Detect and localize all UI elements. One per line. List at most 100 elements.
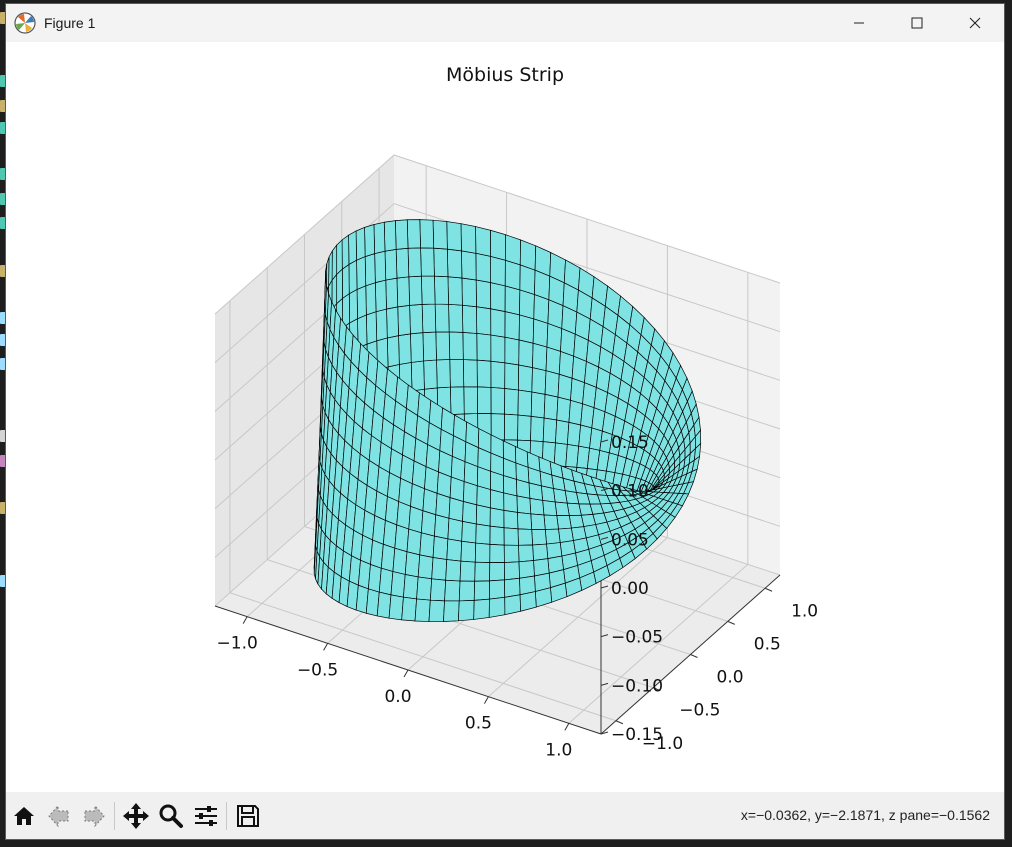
minimize-button[interactable] xyxy=(830,4,888,42)
surface-face xyxy=(417,554,434,580)
surface-face xyxy=(420,275,436,305)
surface-face xyxy=(504,336,520,366)
surface-face xyxy=(403,574,419,600)
surface-face xyxy=(374,279,387,313)
surface-face xyxy=(448,303,464,333)
surface-face xyxy=(517,389,533,417)
pan-button[interactable] xyxy=(119,799,153,833)
surface-face xyxy=(504,388,519,416)
z-tick-mark xyxy=(600,634,609,638)
maximize-button[interactable] xyxy=(888,4,946,42)
surface-face xyxy=(489,544,505,563)
surface-face xyxy=(489,562,505,582)
surface-face xyxy=(531,367,547,395)
surface-face xyxy=(474,561,491,582)
surface-face xyxy=(366,311,378,345)
x-tick-mark xyxy=(323,643,329,651)
navigation-toolbar: x=−0.0362, y=−2.1871, z pane=−0.1562 xyxy=(6,792,1004,839)
z-tick-mark xyxy=(600,488,609,492)
surface-face xyxy=(530,391,546,419)
surface-face xyxy=(375,308,388,342)
title-bar[interactable]: Figure 1 xyxy=(6,4,1004,42)
surface-face xyxy=(397,304,411,337)
surface-face xyxy=(449,359,465,388)
matplotlib-logo-icon xyxy=(14,12,36,34)
surface-face xyxy=(429,578,447,602)
surface-face xyxy=(435,331,451,361)
back-button[interactable] xyxy=(42,799,76,833)
zoom-button[interactable] xyxy=(154,799,188,833)
surface-face xyxy=(490,387,506,415)
surface-face xyxy=(421,303,437,334)
background-editor-strip xyxy=(0,0,6,847)
surface-face xyxy=(378,567,394,596)
surface-face xyxy=(408,505,424,534)
z-gridline xyxy=(214,154,781,315)
surface-face xyxy=(504,577,521,598)
x-tick-mark xyxy=(483,696,489,704)
surface-face xyxy=(435,492,451,519)
surface-face xyxy=(410,332,424,363)
surface-face xyxy=(365,282,377,316)
surface-face xyxy=(488,596,506,618)
surface-face xyxy=(386,306,399,339)
surface-face xyxy=(444,579,461,602)
z-tick-label: 0.05 xyxy=(611,530,649,550)
z-tick-mark xyxy=(600,536,609,540)
surface-face xyxy=(392,547,408,575)
surface-face xyxy=(348,259,358,295)
surface-face xyxy=(384,248,398,281)
surface-face xyxy=(503,544,520,563)
x-tick-mark xyxy=(564,723,570,731)
surface-face xyxy=(476,306,492,336)
surface-face xyxy=(383,220,397,252)
z-tick-label: −0.05 xyxy=(611,628,663,648)
z-tick-mark xyxy=(600,731,609,735)
surface-face xyxy=(504,285,521,316)
z-tick-label: −0.15 xyxy=(611,725,663,745)
surface-face xyxy=(477,386,492,415)
surface-face xyxy=(394,219,409,250)
surface-face xyxy=(517,414,532,442)
surface-face xyxy=(546,322,563,352)
surface-face xyxy=(396,501,411,530)
surface-face xyxy=(374,250,387,284)
surface-face xyxy=(540,485,556,503)
surface-face xyxy=(364,253,376,287)
surface-face xyxy=(518,560,535,579)
x-tick-mark xyxy=(242,616,248,624)
surface-face xyxy=(543,514,559,530)
forward-button[interactable] xyxy=(77,799,111,833)
surface-face xyxy=(558,350,575,379)
surface-face xyxy=(376,591,392,619)
home-button[interactable] xyxy=(7,799,41,833)
mobius-chart[interactable]: Möbius Strip −1.0 −0.5 0.0 0.5 1.0 −1.0 −0.5 0.0… xyxy=(6,42,1004,792)
save-button[interactable] xyxy=(231,799,265,833)
surface-face xyxy=(531,529,547,546)
surface-face xyxy=(462,332,478,361)
forward-arrow-icon xyxy=(84,804,105,827)
surface-face xyxy=(518,314,535,344)
surface-face xyxy=(458,580,476,602)
surface-face xyxy=(489,579,506,600)
surface-face xyxy=(395,247,410,279)
surface-face xyxy=(449,476,465,502)
surface-face xyxy=(504,594,521,616)
close-button[interactable] xyxy=(946,4,1004,42)
surface-face xyxy=(401,596,417,622)
plot-canvas[interactable]: Möbius Strip −1.0 −0.5 0.0 0.5 1.0 −1.0 −0.5 0.0… xyxy=(6,42,1004,792)
surface-face xyxy=(530,415,545,443)
surface-face xyxy=(461,277,477,308)
configure-button[interactable] xyxy=(189,799,223,833)
surface-face xyxy=(462,501,478,525)
surface-face xyxy=(475,279,492,310)
minimize-icon xyxy=(854,22,864,24)
y-tick-label: 0.0 xyxy=(717,668,744,688)
surface-face xyxy=(450,386,465,416)
surface-face xyxy=(409,304,424,335)
surface-face xyxy=(518,339,534,369)
surface-face xyxy=(529,497,545,516)
surface-face xyxy=(476,333,492,362)
surface-face xyxy=(419,219,435,249)
surface-face xyxy=(422,331,437,362)
